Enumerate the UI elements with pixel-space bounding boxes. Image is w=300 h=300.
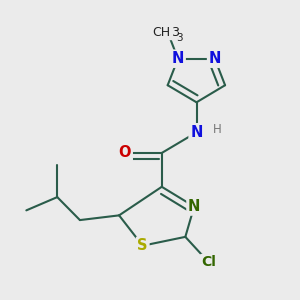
Text: N: N: [190, 125, 203, 140]
Text: O: O: [119, 146, 131, 160]
Text: N: N: [208, 51, 221, 66]
Text: N: N: [172, 51, 184, 66]
Text: 3: 3: [176, 32, 183, 43]
Text: CH: CH: [153, 26, 171, 39]
Text: N: N: [188, 199, 200, 214]
Text: N: N: [190, 125, 203, 140]
Text: H: H: [213, 124, 221, 136]
Text: CH3: CH3: [155, 26, 181, 39]
Text: Cl: Cl: [202, 256, 216, 269]
Text: S: S: [137, 238, 148, 253]
